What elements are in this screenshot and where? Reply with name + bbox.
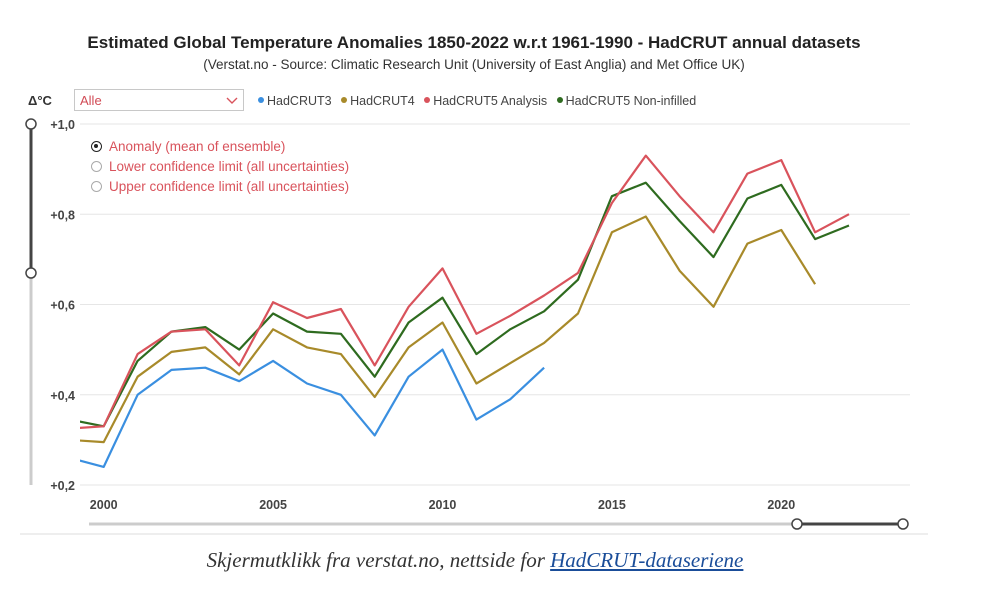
y-tick-label: +0,6 [50, 299, 75, 313]
y-tick-label: +0,4 [50, 389, 75, 403]
legend-dot-icon [424, 97, 431, 103]
legend-item-hadcrut3[interactable]: HadCRUT3 [258, 94, 332, 108]
series-line-hadcrut3 [80, 348, 545, 468]
legend-dot-icon [258, 97, 264, 103]
y-tick-label: +0,8 [50, 208, 75, 222]
x-tick-label: 2015 [598, 498, 626, 512]
x-tick-label: 2005 [259, 498, 287, 512]
radio-label: Upper confidence limit (all uncertaintie… [109, 178, 350, 194]
chart-legend: HadCRUT3 HadCRUT4 HadCRUT5 Analysis HadC… [258, 94, 702, 108]
legend-item-hadcrut4[interactable]: HadCRUT4 [341, 94, 415, 108]
radio-anomaly[interactable]: Anomaly (mean of ensemble) [91, 136, 349, 156]
series-filter-dropdown[interactable]: Alle [74, 89, 244, 111]
x-tick-label: 2010 [429, 498, 457, 512]
confidence-radio-group: Anomaly (mean of ensemble) Lower confide… [91, 136, 349, 196]
y-tick-label: +0,2 [50, 479, 75, 493]
radio-upper-confidence[interactable]: Upper confidence limit (all uncertaintie… [91, 176, 349, 196]
x-tick-label: 2000 [90, 498, 118, 512]
legend-label: HadCRUT3 [267, 94, 332, 108]
radio-unselected-icon [91, 160, 102, 172]
dropdown-value: Alle [80, 93, 102, 108]
x-range-slider-handle-right[interactable] [897, 518, 909, 530]
radio-selected-icon [91, 140, 102, 152]
chevron-down-icon [226, 97, 238, 104]
series-line-hadcrut4 [80, 215, 817, 444]
radio-label: Lower confidence limit (all uncertaintie… [109, 158, 350, 174]
legend-label: HadCRUT4 [350, 94, 415, 108]
series-line-hadcrut5-non-infilled [80, 181, 850, 428]
series-line-hadcrut5-analysis [80, 154, 850, 430]
legend-dot-icon [341, 97, 348, 103]
x-tick-label: 2020 [767, 498, 795, 512]
legend-dot-icon [556, 97, 563, 103]
chart-subtitle: (Verstat.no - Source: Climatic Research … [203, 57, 745, 72]
x-range-slider-handle-left[interactable] [791, 518, 803, 530]
radio-lower-confidence[interactable]: Lower confidence limit (all uncertaintie… [91, 156, 349, 176]
y-tick-label: +1,0 [50, 118, 75, 132]
legend-item-hadcrut5-non-infilled[interactable]: HadCRUT5 Non-infilled [556, 94, 697, 108]
chart-title: Estimated Global Temperature Anomalies 1… [87, 33, 861, 52]
y-range-slider-handle-bottom[interactable] [25, 267, 37, 279]
legend-item-hadcrut5-analysis[interactable]: HadCRUT5 Analysis [424, 94, 547, 108]
y-range-slider-handle-top[interactable] [25, 118, 37, 130]
radio-label: Anomaly (mean of ensemble) [109, 138, 286, 154]
y-axis-unit-label: Δ°C [28, 93, 52, 108]
figure-caption: Skjermutklikk fra verstat.no, nettside f… [0, 548, 950, 573]
caption-text: Skjermutklikk fra verstat.no, nettside f… [206, 548, 551, 572]
radio-unselected-icon [91, 180, 102, 192]
caption-link[interactable]: HadCRUT-dataseriene [550, 548, 744, 572]
legend-label: HadCRUT5 Analysis [433, 94, 548, 108]
legend-label: HadCRUT5 Non-infilled [565, 94, 697, 108]
